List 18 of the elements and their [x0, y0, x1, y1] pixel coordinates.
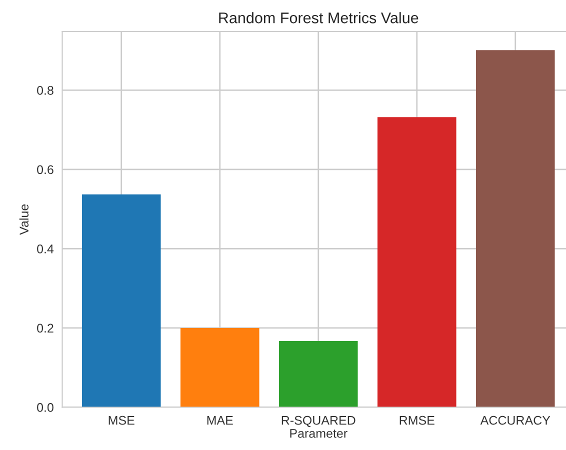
y-tick-label: 0.6 — [37, 165, 54, 174]
bar — [180, 328, 260, 408]
bar — [476, 50, 555, 408]
y-axis-title: Value — [19, 204, 29, 235]
x-axis-title: Parameter — [290, 429, 348, 438]
chart-title: Random Forest Metrics Value — [219, 12, 418, 24]
x-tick-label: ACCURACY — [480, 416, 550, 425]
y-tick-label: 0.2 — [37, 324, 54, 333]
y-tick-label: 0.0 — [37, 403, 54, 412]
x-tick-label: R-SQUARED — [282, 416, 356, 428]
y-tick-label: 0.4 — [37, 244, 54, 254]
x-tick-label: MSE — [108, 416, 134, 425]
bar — [278, 341, 358, 408]
x-tick-label: MAE — [207, 416, 233, 425]
bar — [377, 117, 456, 408]
x-tick-label: RMSE — [400, 416, 434, 425]
y-tick-label: 0.8 — [37, 86, 54, 95]
bar — [82, 194, 161, 408]
